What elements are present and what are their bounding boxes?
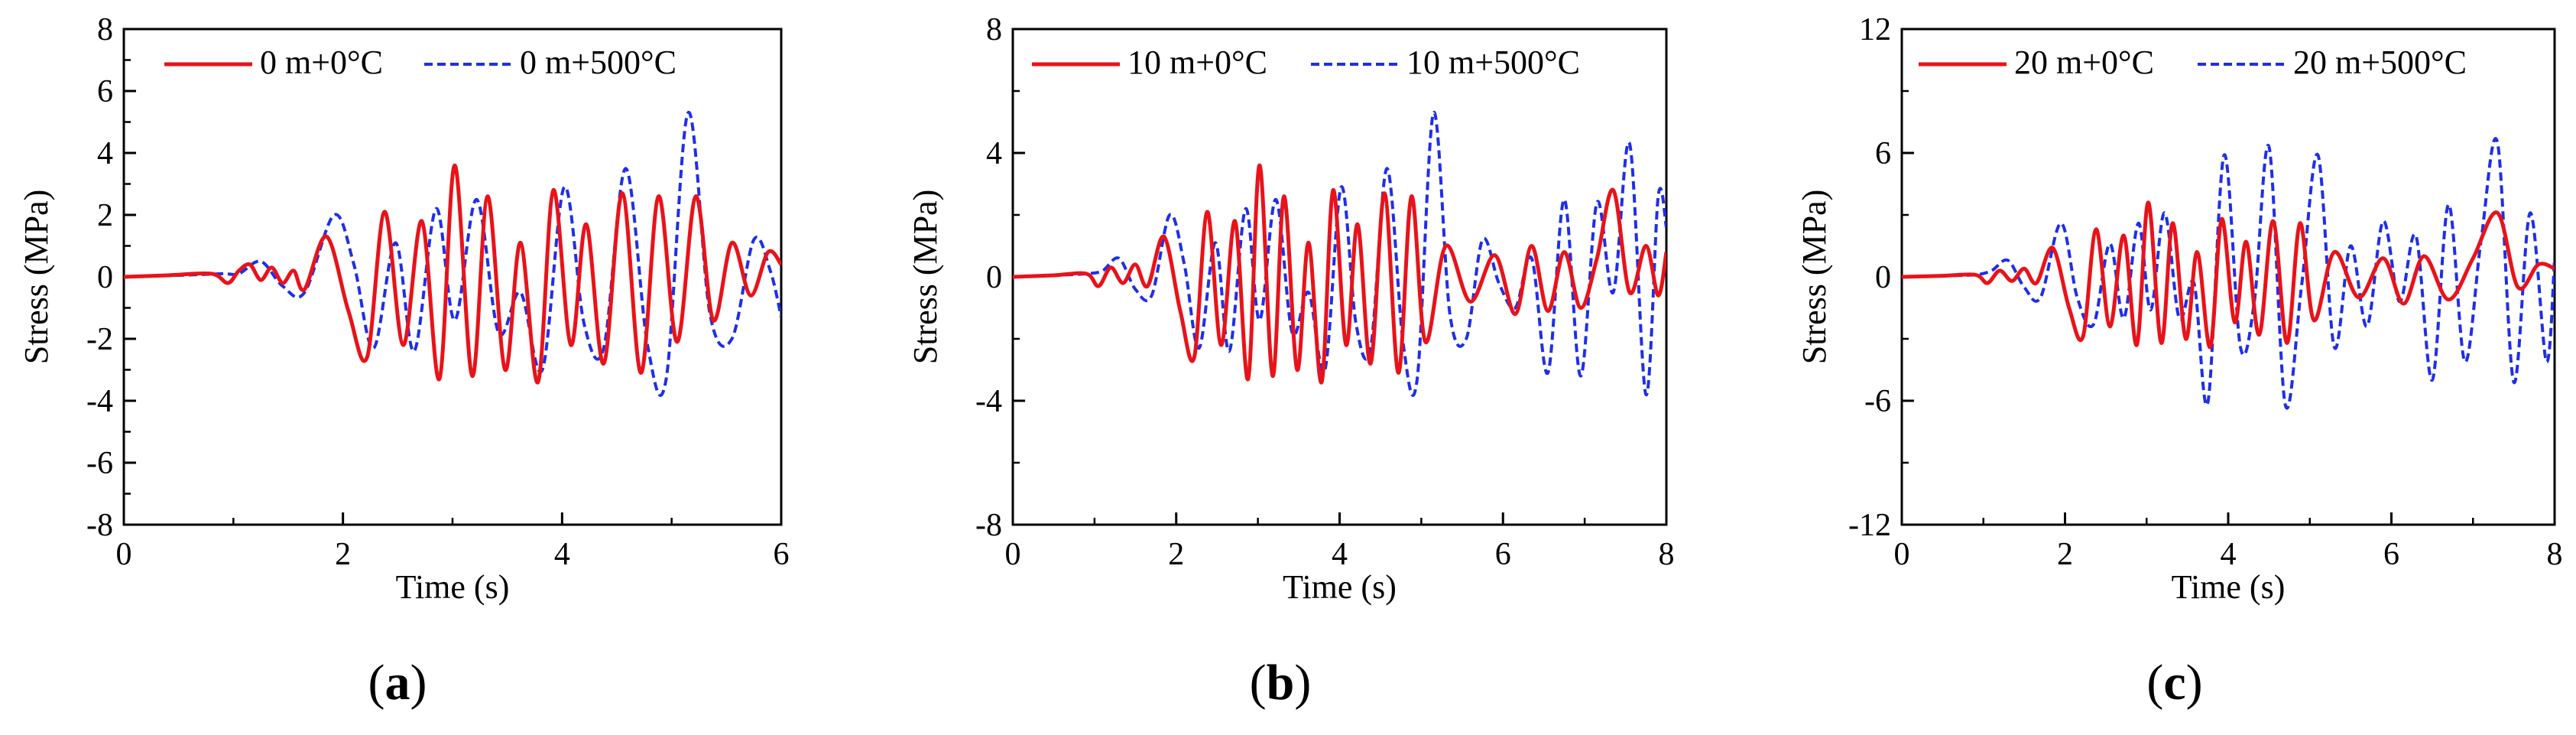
caption-letter: a: [385, 655, 410, 711]
x-tick-label: 6: [2383, 537, 2399, 572]
y-tick-label: -12: [1848, 508, 1891, 543]
series-line-dashed: [124, 111, 781, 398]
y-tick-label: 6: [1875, 136, 1891, 171]
y-tick-label: 12: [1859, 12, 1891, 47]
x-tick-label: 4: [2221, 537, 2237, 572]
y-axis-title: Stress (MPa): [18, 190, 55, 365]
y-tick-label: 6: [97, 74, 113, 109]
x-axis-title: Time (s): [1283, 568, 1397, 606]
x-tick-label: 8: [1659, 537, 1675, 572]
chart-panel-c: -12 -6 0 6 12 0 2 4 6 8 Time (s) Stress (MPa) 20 m+0…: [1796, 12, 2563, 711]
caption-close: ): [1294, 655, 1311, 711]
panel-caption: (b): [1250, 655, 1312, 711]
x-tick-label: 2: [2057, 537, 2073, 572]
caption-open: (: [368, 655, 385, 711]
x-tick-label: 6: [774, 537, 790, 572]
panel-caption: (a): [368, 655, 427, 711]
y-tick-label: 2: [97, 198, 113, 233]
chart-panel-b: -8 -4 0 4 8 0 2 4 6 8 Time (s) Stress (MPa) 10 m+0°C…: [907, 12, 1675, 711]
legend-label: 0 m+0°C: [260, 44, 383, 81]
x-tick-label: 8: [2547, 537, 2563, 572]
legend-label: 20 m+500°C: [2293, 44, 2467, 81]
y-tick-label: -8: [86, 508, 113, 543]
y-tick-label: -2: [86, 322, 113, 357]
x-axis-title: Time (s): [2172, 568, 2286, 606]
legend-label: 10 m+0°C: [1127, 44, 1267, 81]
y-tick-label: 0: [97, 260, 113, 295]
y-tick-label: 8: [97, 12, 113, 47]
plot-frame: [122, 28, 783, 526]
y-tick-label: -4: [86, 384, 113, 419]
x-tick-label: 0: [116, 537, 132, 572]
caption-close: ): [410, 655, 427, 711]
y-tick-label: -6: [1864, 384, 1891, 419]
series-line-solid: [1013, 163, 1666, 385]
caption-letter: c: [2163, 655, 2185, 711]
y-axis-title: Stress (MPa): [907, 190, 944, 365]
y-tick-label: 8: [986, 12, 1002, 47]
caption-open: (: [2146, 655, 2163, 711]
x-tick-label: 0: [1005, 537, 1021, 572]
y-tick-label: 4: [986, 136, 1002, 171]
x-tick-label: 2: [1168, 537, 1184, 572]
x-tick-label: 4: [1332, 537, 1348, 572]
x-tick-label: 0: [1894, 537, 1910, 572]
chart-panel-a: -8 -6 -4 -2 0 2 4 6 8 0 2 4 6 Time (s) Stress (MPa) 0 m…: [18, 12, 790, 711]
caption-letter: b: [1267, 655, 1295, 711]
x-tick-label: 2: [335, 537, 351, 572]
caption-open: (: [1250, 655, 1267, 711]
y-tick-label: 0: [986, 260, 1002, 295]
series-line-solid: [1902, 200, 2555, 350]
x-tick-label: 4: [554, 537, 570, 572]
legend-label: 10 m+500°C: [1406, 44, 1580, 81]
series-line-dashed: [1902, 137, 2555, 410]
y-tick-label: 4: [97, 136, 113, 171]
x-axis-title: Time (s): [396, 568, 510, 606]
legend-label: 20 m+0°C: [2014, 44, 2154, 81]
legend-label: 0 m+500°C: [520, 44, 676, 81]
y-axis-title: Stress (MPa): [1796, 190, 1833, 365]
y-tick-label: -4: [975, 384, 1002, 419]
y-tick-label: -8: [975, 508, 1002, 543]
y-tick-label: -6: [86, 446, 113, 481]
panel-caption: (c): [2146, 655, 2202, 711]
y-tick-label: 0: [1875, 260, 1891, 295]
series-line-solid: [124, 163, 781, 385]
x-tick-label: 6: [1495, 537, 1511, 572]
caption-close: ): [2186, 655, 2203, 711]
